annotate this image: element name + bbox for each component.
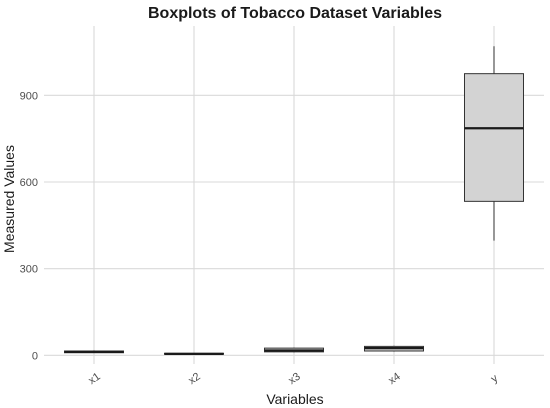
boxes — [64, 46, 524, 355]
y-tick-label: 300 — [20, 264, 38, 276]
y-tick-label: 900 — [20, 90, 38, 102]
x-tick-label: x3 — [286, 371, 302, 387]
x-tick-label: x2 — [186, 371, 202, 387]
box-x1 — [64, 350, 124, 354]
x-tick-label: x4 — [386, 371, 402, 387]
y-tick-labels: 0 300 600 900 — [20, 90, 38, 362]
box-y — [464, 46, 524, 241]
y-tick-label: 0 — [32, 350, 38, 362]
x-tick-labels: x1 x2 x3 x4 y — [86, 371, 500, 387]
y-axis-title: Measured Values — [1, 145, 17, 253]
box-x3 — [264, 347, 324, 353]
x-tick-label: x1 — [86, 371, 102, 387]
x-axis-title: Variables — [266, 391, 323, 407]
x-tick-label: y — [489, 372, 501, 385]
iqr-box — [464, 73, 524, 202]
y-tick-label: 600 — [20, 177, 38, 189]
box-x4 — [364, 345, 424, 352]
box-x2 — [164, 352, 224, 355]
chart-title: Boxplots of Tobacco Dataset Variables — [148, 5, 442, 22]
